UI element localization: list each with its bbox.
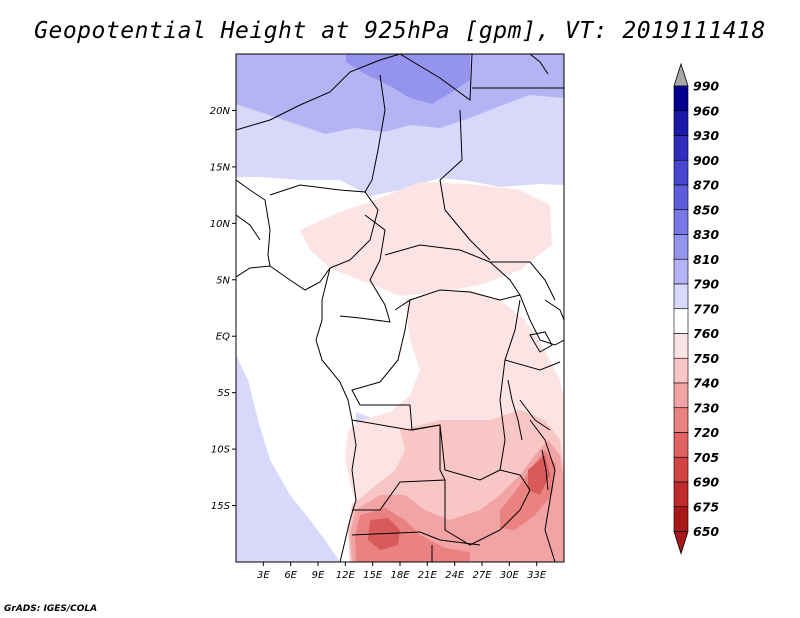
colorbar-label: 730 (693, 400, 719, 415)
lat-tick-label: 20N (210, 106, 231, 117)
colorbar-label: 675 (693, 499, 719, 514)
colorbar-segment (673, 506, 689, 532)
lon-tick-label: 6E (284, 570, 297, 581)
border-mozambique (529, 419, 556, 562)
field-north-dark-blue (346, 54, 470, 104)
colorbar-label: 650 (693, 524, 719, 539)
border-south-sudan (490, 261, 556, 301)
colorbar-segment (673, 283, 689, 310)
colorbar-label: 690 (693, 475, 719, 490)
colorbar-label: 870 (693, 178, 719, 193)
lon-tick-label: 12E (336, 570, 356, 581)
lake-victoria (529, 331, 553, 353)
lon-tick-label: 3E (257, 570, 270, 581)
lon-tick-label: 21E (418, 570, 438, 581)
lat-tick-label: 10N (210, 219, 231, 230)
lon-tick-label: 24E (445, 570, 465, 581)
lat-tick-label: 15N (210, 162, 231, 173)
lon-tick-label: 15E (363, 570, 383, 581)
grads-credit: GrADS: IGES/COLA (4, 604, 98, 614)
colorbar-label: 960 (693, 103, 719, 118)
lat-tick-label: 15S (211, 501, 231, 512)
field-ocean-blue (236, 355, 340, 562)
colorbar-segment (673, 456, 689, 483)
border-chad-sudan (439, 109, 491, 261)
colorbar-segment (673, 184, 689, 211)
border-namibia (351, 531, 481, 546)
lat-tick-label: EQ (216, 332, 230, 343)
colorbar-label: 705 (693, 450, 719, 465)
colorbar-label: 770 (693, 301, 719, 316)
colorbar-segment (673, 308, 689, 334)
colorbar-segment (673, 407, 689, 433)
colorbar-segment (673, 159, 689, 186)
colorbar-label: 760 (693, 326, 719, 341)
border-zambia (444, 469, 531, 546)
lat-tick-label: 5N (216, 275, 230, 286)
lat-tick-label: 10S (211, 445, 231, 456)
border-angola (351, 419, 446, 511)
colorbar-segment (673, 209, 689, 235)
border-nigeria (269, 184, 379, 269)
colorbar-segment (673, 481, 689, 508)
colorbar-label: 790 (693, 277, 719, 292)
border-cameroon (339, 214, 391, 323)
colorbar-label: 720 (693, 425, 719, 440)
colorbar-segment (673, 234, 689, 260)
colorbar-label: 930 (693, 128, 719, 143)
coastline (236, 265, 357, 562)
colorbar-bottom-arrow (673, 531, 689, 555)
lon-tick-label: 30E (500, 570, 520, 581)
height-field (236, 54, 564, 562)
country-borders (236, 54, 564, 562)
colorbar-segment (673, 432, 689, 458)
colorbar-segment (673, 110, 689, 136)
map-title: Geopotential Height at 925hPa [gpm], VT:… (34, 18, 766, 44)
colorbar-label: 740 (693, 376, 719, 391)
border-mali-niger (236, 54, 401, 131)
longitude-axis: 3E 6E 9E 12E 15E 18E 21E 24E 27E 30E 33E (257, 562, 547, 581)
colorbar-segment (673, 258, 689, 285)
colorbar-segment (673, 333, 689, 359)
border-libya-chad (399, 54, 473, 101)
colorbar-label: 900 (693, 153, 719, 168)
field-north-blue (236, 54, 564, 134)
lon-tick-label: 9E (312, 570, 325, 581)
colorbar-top-arrow (673, 62, 689, 87)
lon-tick-label: 33E (527, 570, 547, 581)
lon-tick-label: 18E (390, 570, 410, 581)
latitude-axis: 20N 15N 10N 5N EQ 5S 10S 15S (210, 106, 236, 512)
colorbar-segment (673, 135, 689, 161)
lat-tick-label: 5S (217, 388, 230, 399)
colorbar-segment (673, 382, 689, 409)
border-west-africa (236, 179, 271, 267)
colorbar-label: 810 (693, 252, 719, 267)
sudan-nile (529, 54, 549, 75)
colorbar-label: 750 (693, 351, 719, 366)
lake-tanganyika (507, 379, 523, 441)
lake-malawi (541, 449, 549, 491)
colorbar-label: 990 (693, 79, 719, 94)
colorbar-segment (673, 357, 689, 384)
colorbar-label: 830 (693, 227, 719, 242)
colorbar-label: 850 (693, 202, 719, 217)
border-niger-chad (364, 74, 386, 193)
colorbar: 990 960 930 900 870 850 830 810 790 770 760 750 740 7… (673, 62, 719, 555)
border-east-africa (504, 294, 564, 431)
lon-tick-label: 27E (472, 570, 492, 581)
field-pink-light-north (300, 182, 552, 296)
colorbar-segment (673, 85, 689, 112)
